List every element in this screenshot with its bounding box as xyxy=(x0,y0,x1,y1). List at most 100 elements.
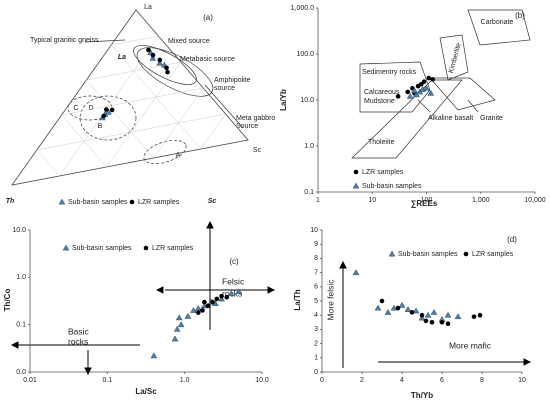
legend-label: Sub-basin samples xyxy=(362,183,422,190)
point xyxy=(384,308,392,315)
annotation: D xyxy=(88,105,93,112)
point xyxy=(374,304,382,311)
arrow-head xyxy=(339,260,347,269)
x-tick-label: 10 xyxy=(368,197,376,204)
point xyxy=(227,290,235,297)
point xyxy=(214,296,220,302)
y-tick-label: 100.0 xyxy=(296,51,314,58)
point xyxy=(395,94,401,99)
legend-label: LZR samples xyxy=(138,199,180,206)
point xyxy=(412,307,420,314)
annotation: A xyxy=(176,152,181,159)
point xyxy=(235,288,243,294)
y-axis-title: Th/Co xyxy=(3,289,12,312)
point xyxy=(424,311,432,318)
y-tick-label: 10.0 xyxy=(12,227,26,234)
y-tick-label: 8 xyxy=(314,255,318,262)
point xyxy=(427,89,435,96)
annotation: Calcareous xyxy=(364,89,400,96)
annotation: source xyxy=(214,85,235,92)
ternary-grid xyxy=(200,113,226,150)
point xyxy=(379,298,385,304)
point xyxy=(429,320,435,325)
field-kimberlite xyxy=(439,34,469,81)
point xyxy=(445,321,451,327)
annotation: Typical granitic gneiss xyxy=(30,37,99,44)
field-carbonate xyxy=(467,9,531,46)
arrow-head xyxy=(84,367,92,376)
point xyxy=(418,314,426,321)
annotation: Source xyxy=(236,123,258,130)
annotation: Amphipolite xyxy=(214,77,251,84)
x-tick-label: 100 xyxy=(421,197,433,204)
ternary-grid xyxy=(106,61,182,168)
y-tick-label: 1 xyxy=(314,355,318,362)
point xyxy=(149,54,157,61)
point xyxy=(150,52,156,58)
point xyxy=(175,314,183,321)
pointer xyxy=(417,99,431,113)
legend-label: LZR samples xyxy=(152,245,194,252)
legend-label: Sub-basin samples xyxy=(398,251,458,258)
x-tick-label: 4 xyxy=(400,377,404,384)
y-tick-label: 7 xyxy=(314,269,318,276)
x-tick-label: 10 xyxy=(518,377,526,384)
pointer xyxy=(84,39,126,43)
point xyxy=(352,269,360,275)
y-tick-label: 1.0 xyxy=(304,143,314,150)
panel-label: (b) xyxy=(515,11,525,20)
x-tick-label: 1,000 xyxy=(472,197,490,204)
y-tick-label: 0.0 xyxy=(16,369,26,376)
x-axis-title: La/Sc xyxy=(135,387,157,396)
x-tick-label: 10,000 xyxy=(524,197,546,204)
apex-label: La xyxy=(144,4,152,11)
annotation: rocks xyxy=(68,336,88,346)
annotation: Mudstone xyxy=(364,98,395,105)
y-tick-label: 2 xyxy=(314,340,318,347)
annotation: Carbonate xyxy=(481,19,514,26)
arrow-head xyxy=(206,220,214,229)
point xyxy=(430,308,438,315)
layout-shapes xyxy=(67,9,531,165)
apex-label: Sc xyxy=(253,147,262,154)
point xyxy=(165,69,170,75)
axis-label: Th xyxy=(6,198,15,205)
point xyxy=(156,59,164,66)
point xyxy=(105,108,112,115)
point xyxy=(477,312,483,318)
axis-label: Sc xyxy=(208,198,217,205)
y-tick-label: 1,000.0 xyxy=(291,5,314,12)
point xyxy=(454,313,462,320)
annotation: Basic xyxy=(68,326,90,336)
point xyxy=(423,84,430,91)
point xyxy=(471,314,477,319)
point xyxy=(405,89,410,95)
point xyxy=(421,79,427,84)
x-tick-label: 1.0 xyxy=(180,377,190,384)
y-tick-label: 1.0 xyxy=(16,274,26,281)
annotation: Sedimentry rocks xyxy=(362,69,417,76)
pointer xyxy=(467,99,479,113)
annotation: Mixed source xyxy=(168,38,210,45)
legend-label: Sub-basin samples xyxy=(68,199,128,206)
point xyxy=(219,293,224,299)
ternary-grid xyxy=(153,87,204,159)
point xyxy=(419,312,425,318)
point xyxy=(177,321,185,328)
legend-marker xyxy=(353,169,359,175)
annotation: More felsic xyxy=(325,279,335,321)
ternary-grid xyxy=(36,149,60,177)
y-tick-label: 5 xyxy=(314,298,318,305)
x-tick-label: 0.1 xyxy=(102,377,112,384)
point xyxy=(200,308,205,313)
y-tick-label: 0.1 xyxy=(16,322,26,329)
x-tick-label: 1 xyxy=(316,197,320,204)
point xyxy=(205,303,211,309)
y-tick-label: 0 xyxy=(314,369,318,376)
annotation: Tholeiite xyxy=(368,139,395,146)
point xyxy=(224,294,230,300)
annotation: Granite xyxy=(480,115,503,122)
point xyxy=(444,311,452,318)
point xyxy=(150,352,158,359)
legend-marker xyxy=(58,198,66,205)
